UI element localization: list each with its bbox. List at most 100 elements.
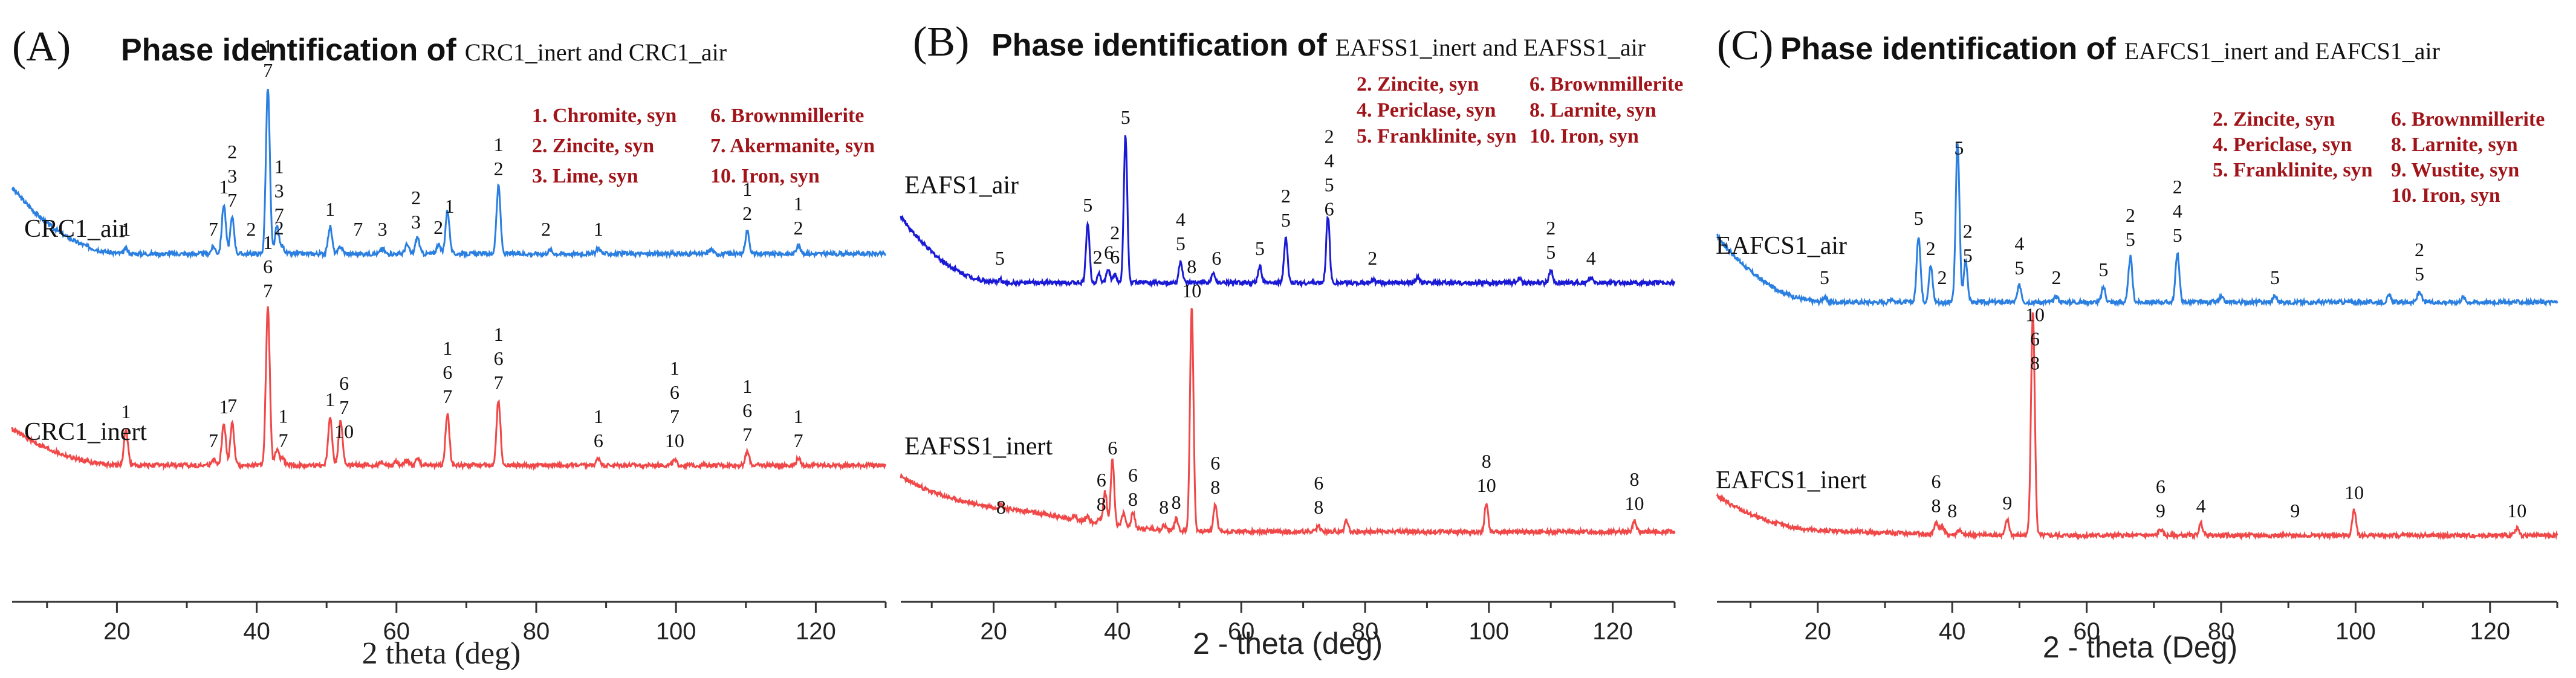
peak-label: 7 — [339, 396, 349, 418]
legend-item: 2. Zincite, syn — [2213, 108, 2335, 131]
panel-letter: (B) — [913, 19, 969, 65]
peak-label: 7 — [227, 189, 237, 211]
series-label: EAFCS1_inert — [1716, 467, 1867, 494]
peak-label: 2 — [227, 141, 237, 163]
series-line-EAFSS1_inert — [900, 308, 1676, 538]
legend-item: 6. Brownmillerite — [710, 105, 864, 127]
peak-label: 6 — [594, 430, 603, 451]
peak-label: 1 — [494, 134, 504, 155]
peak-label: 7 — [274, 204, 284, 226]
peak-label: 2 — [541, 218, 551, 240]
peak-label: 2 — [1926, 237, 1936, 259]
legend-item: 5. Franklinite, syn — [1357, 125, 1517, 147]
peak-label: 7 — [794, 430, 803, 451]
legend-item: 9. Wustite, syn — [2391, 159, 2519, 181]
series-line-EAFS1_air — [900, 135, 1676, 289]
peak-label: 1 — [594, 218, 603, 240]
x-tick-label: 120 — [1592, 618, 1633, 645]
peak-label: 1 — [219, 396, 229, 418]
peak-label: 6 — [1108, 437, 1117, 459]
peak-label: 6 — [339, 372, 349, 394]
peak-label: 1 — [594, 405, 603, 427]
legend-item: 10. Iron, syn — [710, 165, 820, 187]
peak-label: 7 — [279, 430, 288, 451]
x-tick-label: 120 — [796, 618, 836, 645]
peak-label: 1 — [263, 231, 273, 253]
peak-label: 7 — [742, 424, 752, 445]
peak-label: 4 — [2014, 233, 2024, 254]
legend-item: 8. Larnite, syn — [2391, 134, 2518, 156]
legend-item: 7. Akermanite, syn — [710, 135, 875, 157]
peak-label: 5 — [1176, 233, 1186, 254]
series-label: EAFS1_air — [904, 172, 1019, 199]
peak-label: 2 — [742, 202, 752, 224]
peak-label: 5 — [2014, 257, 2024, 279]
peak-label: 3 — [411, 211, 421, 233]
peak-label: 2 — [2173, 176, 2182, 198]
peak-label: 6 — [1314, 472, 1323, 494]
peak-label: 2 — [2126, 204, 2135, 226]
peak-label: 2 — [1546, 217, 1556, 239]
peak-label: 8 — [1314, 496, 1323, 518]
x-tick-label: 20 — [103, 618, 131, 645]
peak-label: 6 — [1097, 469, 1106, 491]
x-tick-label: 80 — [523, 618, 550, 645]
peak-label: 2 — [1963, 220, 1973, 242]
chart-title: Phase identification of — [1780, 31, 2116, 66]
peak-label: 2 — [1367, 247, 1377, 269]
peak-label: 6 — [443, 361, 452, 383]
peak-label: 8 — [1187, 256, 1196, 277]
peak-label: 2 — [2052, 266, 2062, 288]
legend-item: 6. Brownmillerite — [1530, 73, 1683, 95]
panel-c: (C) Phase identification of EAFCS1_inert a… — [1716, 22, 2558, 664]
peak-label: 1 — [325, 389, 335, 410]
peak-label: 2 — [411, 187, 421, 208]
peak-label: 5 — [1325, 174, 1334, 196]
peak-label: 9 — [2002, 492, 2012, 514]
peak-label: 6 — [1128, 464, 1138, 486]
legend-item: 8. Larnite, syn — [1530, 99, 1656, 121]
peak-label: 6 — [1210, 452, 1220, 474]
peak-label: 6 — [2030, 328, 2040, 350]
panel-letter: (C) — [1717, 22, 1773, 69]
peak-label: 4 — [1586, 247, 1596, 269]
peak-label: 10 — [665, 430, 684, 451]
peak-label: 7 — [227, 395, 237, 416]
peak-label: 6 — [1104, 242, 1114, 263]
peak-label: 6 — [1932, 470, 1941, 492]
chart-title: Phase identification of — [121, 33, 456, 68]
peak-label: 2 — [274, 217, 284, 239]
peak-label: 6 — [1325, 198, 1334, 220]
peak-label: 8 — [1932, 494, 1941, 516]
peak-label: 7 — [263, 280, 273, 302]
peak-label: 6 — [670, 381, 680, 403]
peak-label: 2 — [1281, 185, 1291, 207]
peak-label: 3 — [227, 165, 237, 187]
series-line-EAFCS1_air — [1716, 143, 2558, 308]
peak-label: 2 — [2415, 239, 2424, 260]
peak-label: 10 — [334, 421, 354, 442]
series-line-CRC1_air — [11, 88, 887, 260]
peak-label: 2 — [246, 218, 256, 240]
peak-label: 8 — [1210, 476, 1220, 498]
peak-label: 5 — [2126, 228, 2135, 250]
peak-label: 1 — [494, 323, 504, 345]
peak-label: 6 — [742, 399, 752, 421]
peak-label: 1 — [121, 218, 131, 240]
legend-item: 5. Franklinite, syn — [2213, 159, 2373, 181]
peak-label: 1 — [279, 405, 288, 427]
peak-label: 5 — [2270, 266, 2280, 288]
legend-item: 3. Lime, syn — [532, 165, 638, 187]
peak-label: 9 — [2156, 500, 2166, 521]
peak-label: 5 — [1820, 266, 1829, 288]
peak-label: 1 — [219, 176, 229, 198]
chart-title: Phase identification of — [991, 28, 1327, 63]
series-label: CRC1_air — [24, 215, 127, 243]
peak-label: 1 — [794, 193, 803, 215]
peak-label: 5 — [1083, 194, 1092, 216]
peak-label: 7 — [353, 218, 363, 240]
chart-subtitle: EAFCS1_inert and EAFCS1_air — [2124, 37, 2440, 65]
peak-label: 6 — [494, 347, 504, 369]
x-tick-label: 40 — [1939, 618, 1966, 645]
peak-label: 5 — [1121, 106, 1131, 128]
